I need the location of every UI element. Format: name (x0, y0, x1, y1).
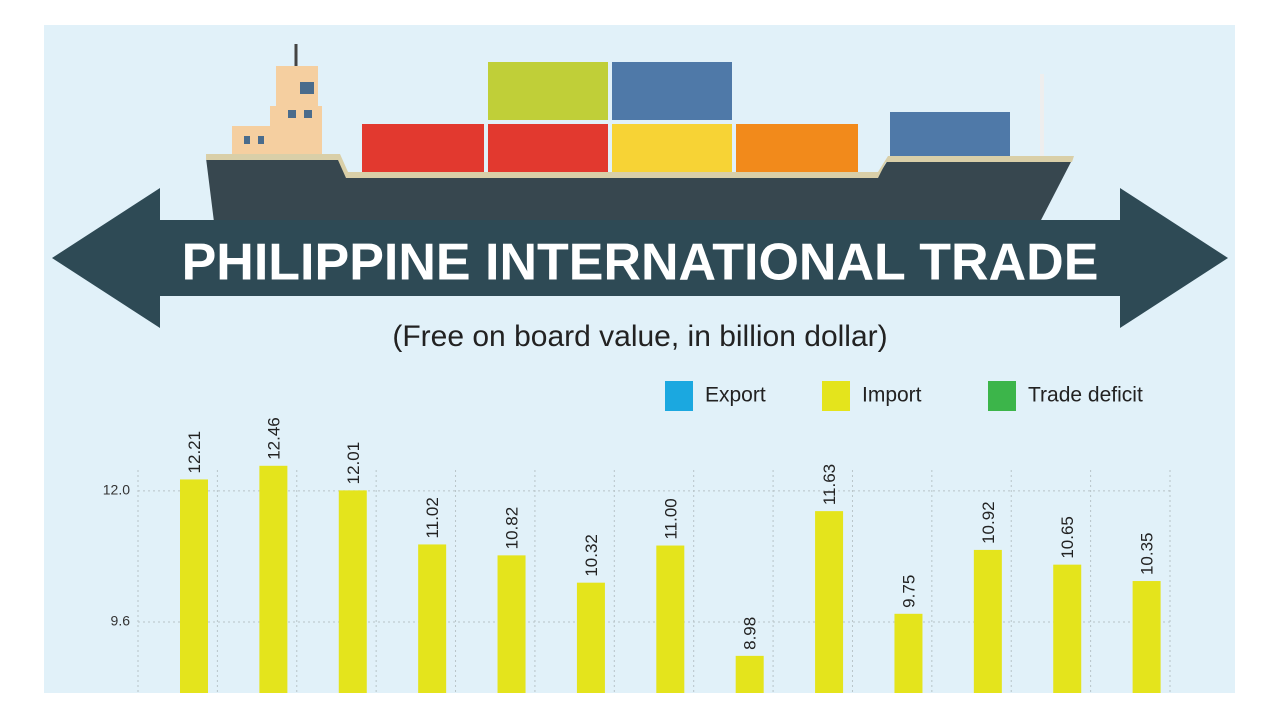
legend-label: Trade deficit (1028, 384, 1143, 407)
double-arrow (52, 188, 1228, 328)
value-label: 10.92 (979, 501, 998, 544)
value-label: 8.98 (741, 617, 760, 650)
value-label: 12.01 (344, 442, 363, 485)
y-tick-label: 12.0 (103, 482, 130, 498)
bar (497, 555, 526, 693)
ship-illustration (206, 44, 1074, 222)
value-label: 11.63 (820, 464, 839, 505)
bar (894, 613, 923, 693)
value-label: 10.65 (1058, 516, 1077, 559)
value-label: 11.02 (423, 497, 442, 538)
y-tick-label: 9.6 (111, 613, 131, 629)
value-label: 10.82 (503, 507, 522, 550)
legend-swatch (988, 381, 1016, 411)
value-label: 12.46 (264, 417, 283, 460)
chart-title: PHILIPPINE INTERNATIONAL TRADE (182, 234, 1099, 292)
legend-swatch (665, 381, 693, 411)
bar (656, 545, 685, 693)
bar (973, 549, 1002, 693)
chart-subtitle: (Free on board value, in billion dollar) (392, 320, 887, 353)
value-label: 9.75 (899, 575, 918, 608)
legend-label: Import (862, 384, 922, 407)
bar (180, 479, 208, 693)
bar (735, 655, 764, 693)
value-label: 10.35 (1138, 532, 1157, 575)
bar (1053, 564, 1082, 693)
value-label: 12.21 (185, 431, 204, 474)
value-label: 10.32 (582, 534, 601, 577)
bar (815, 511, 844, 693)
bar (418, 544, 447, 693)
value-label: 11.00 (661, 498, 680, 539)
bar (259, 465, 288, 693)
bar (576, 582, 605, 693)
legend-label: Export (705, 384, 766, 407)
bar (338, 490, 367, 693)
legend-swatch (822, 381, 850, 411)
bar (1132, 581, 1161, 693)
